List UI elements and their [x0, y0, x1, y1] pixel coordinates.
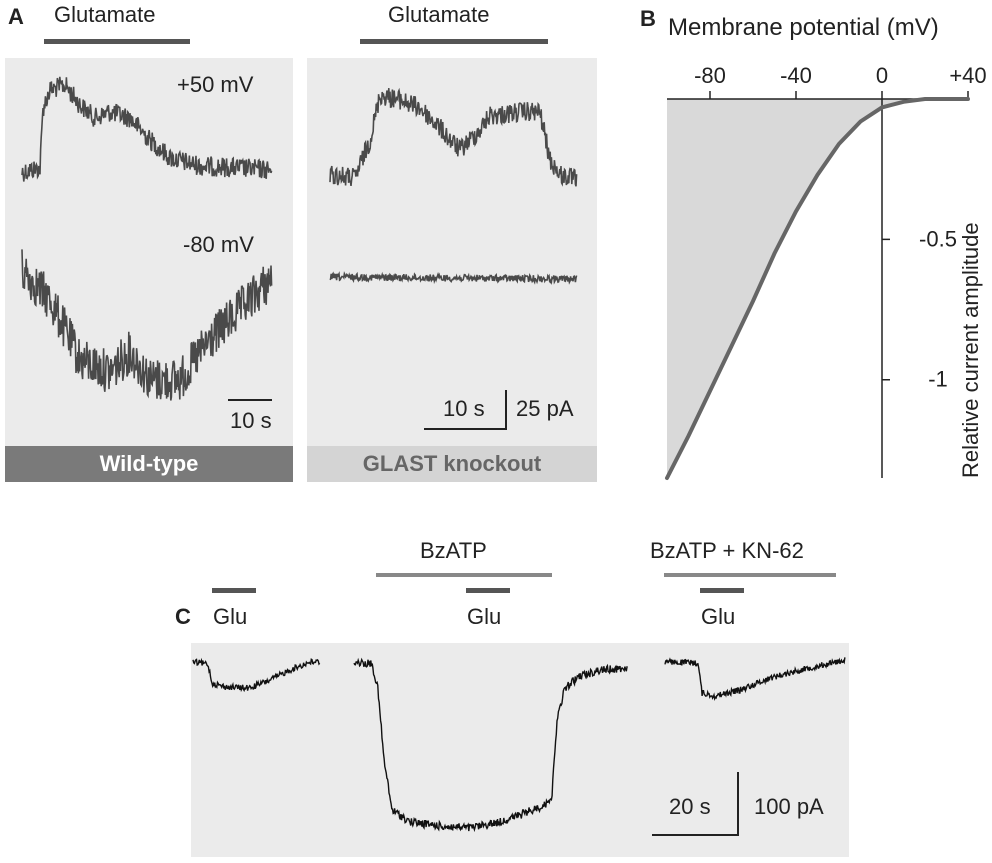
ko-footer: GLAST knockout [307, 446, 597, 482]
c3-glu-label: Glu [701, 604, 736, 629]
wt-time-scale-label: 10 s [230, 408, 272, 433]
wt-trace-plus50 [21, 76, 273, 182]
ko-trace-plus50 [329, 87, 578, 187]
b-x-axis-title: Membrane potential (mV) [668, 14, 939, 41]
c1-glu-label: Glu [213, 604, 248, 629]
c-time-scale-label: 20 s [669, 794, 711, 819]
c-trace-panel [191, 643, 849, 857]
wt-glutamate-label: Glutamate [54, 2, 156, 27]
wt-glutamate-bar [44, 39, 190, 44]
wt-voltage-bottom: -80 mV [183, 232, 254, 257]
b-x-tick-label: 0 [876, 63, 888, 88]
c-time-scalebar [652, 834, 738, 836]
wt-footer: Wild-type [5, 446, 293, 482]
b-y-tick-label: -0.5 [919, 226, 957, 251]
c2-trace [353, 657, 628, 833]
c2-glu-bar [466, 588, 510, 593]
c3-glu-bar [700, 588, 744, 593]
b-x-tick-label: -40 [780, 63, 812, 88]
c2-drug-bar [376, 573, 552, 577]
panel-a-letter: A [8, 4, 24, 29]
ko-time-scale-label: 10 s [443, 396, 485, 421]
wt-voltage-top: +50 mV [177, 72, 254, 97]
b-y-tick-label: -1 [928, 367, 948, 392]
b-shaded-area [667, 99, 968, 478]
c-current-scale-label: 100 pA [754, 794, 824, 819]
b-series-line [665, 97, 970, 480]
b-x-tick-label: +40 [949, 63, 986, 88]
ko-trace-panel [307, 58, 597, 446]
panel-c-letter: C [175, 604, 191, 629]
wt-trace-minus80 [21, 249, 273, 401]
c1-trace [192, 657, 321, 693]
ko-time-scalebar [424, 428, 506, 430]
ko-current-scalebar [505, 390, 507, 430]
c1-glu-bar [212, 588, 256, 593]
ko-trace-minus80 [329, 271, 578, 286]
b-x-tick-label: -80 [694, 63, 726, 88]
c2-drug-label: BzATP [420, 538, 487, 563]
c2-glu-label: Glu [467, 604, 502, 629]
c3-drug-label: BzATP + KN-62 [650, 538, 804, 563]
ko-glutamate-bar [360, 39, 548, 44]
panel-b-letter: B [640, 6, 656, 31]
c-current-scalebar [737, 772, 739, 836]
wt-time-scalebar [228, 399, 272, 401]
ko-current-scale-label: 25 pA [516, 396, 574, 421]
c3-drug-bar [664, 573, 836, 577]
ko-glutamate-label: Glutamate [388, 2, 490, 27]
c3-trace [664, 657, 846, 701]
